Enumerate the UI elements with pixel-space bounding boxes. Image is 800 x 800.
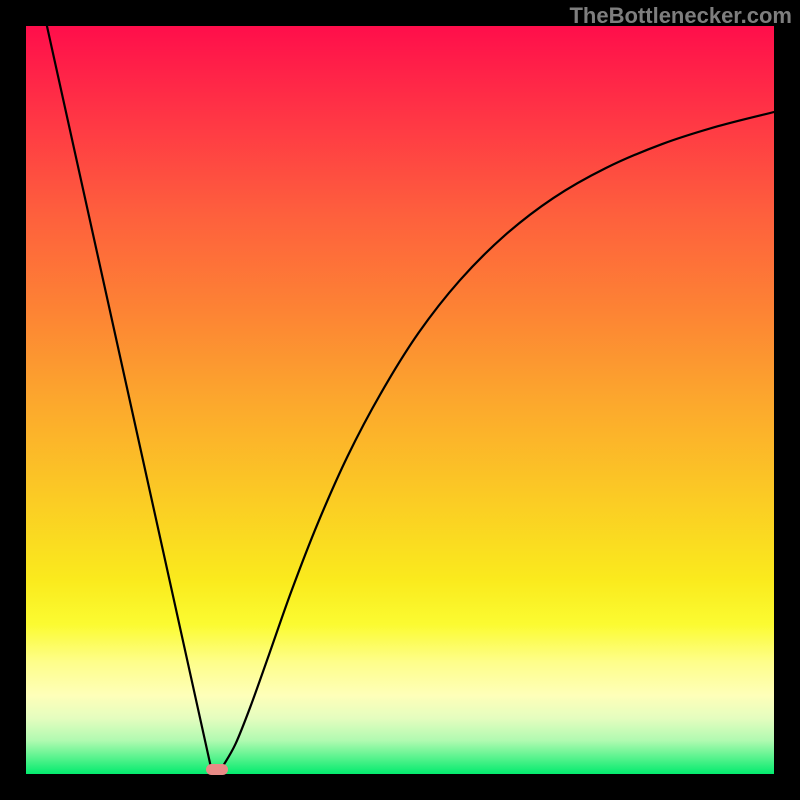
watermark-text: TheBottlenecker.com	[569, 3, 792, 29]
curve-layer	[26, 26, 774, 774]
bottleneck-chart: TheBottlenecker.com	[0, 0, 800, 800]
optimal-marker	[206, 764, 228, 775]
plot-area	[26, 26, 774, 774]
bottleneck-curve	[47, 26, 774, 767]
